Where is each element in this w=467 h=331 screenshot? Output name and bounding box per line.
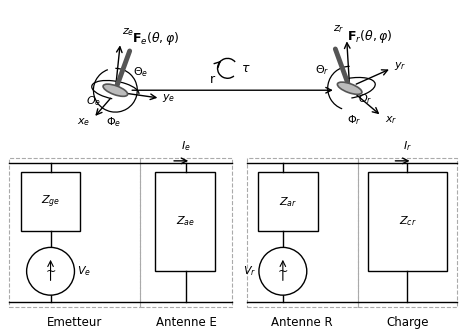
- Text: $V_e$: $V_e$: [78, 264, 92, 278]
- Text: $\Theta_e$: $\Theta_e$: [133, 66, 149, 79]
- Text: $\mathbf{F}_e(\theta,\varphi)$: $\mathbf{F}_e(\theta,\varphi)$: [132, 30, 179, 47]
- Text: ~: ~: [45, 265, 56, 278]
- Text: $y_e$: $y_e$: [162, 92, 176, 104]
- Text: $x_r$: $x_r$: [384, 114, 397, 126]
- Ellipse shape: [103, 84, 127, 96]
- Text: $I_e$: $I_e$: [181, 139, 191, 153]
- Text: $\Theta_r$: $\Theta_r$: [314, 64, 329, 77]
- Text: Antenne R: Antenne R: [271, 315, 333, 328]
- Text: $y_r$: $y_r$: [394, 60, 406, 72]
- Text: Charge: Charge: [386, 315, 429, 328]
- Circle shape: [27, 247, 74, 295]
- Text: $Z_{cr}$: $Z_{cr}$: [399, 214, 417, 228]
- Text: $Z_{ar}$: $Z_{ar}$: [279, 195, 297, 209]
- Bar: [155, 172, 215, 271]
- Text: $\mathbf{F}_r(\theta,\varphi)$: $\mathbf{F}_r(\theta,\varphi)$: [347, 28, 393, 45]
- Bar: [9, 158, 140, 307]
- Text: $\Phi_e$: $\Phi_e$: [106, 115, 121, 129]
- Bar: [368, 172, 447, 271]
- Text: $z_e$: $z_e$: [122, 27, 134, 38]
- Text: $\tau$: $\tau$: [241, 62, 251, 75]
- Bar: [21, 172, 80, 231]
- Text: $\Phi_r$: $\Phi_r$: [347, 113, 362, 127]
- Bar: [358, 158, 457, 307]
- Text: r: r: [210, 73, 215, 86]
- Text: $x_e$: $x_e$: [77, 116, 91, 128]
- Bar: [247, 158, 358, 307]
- Ellipse shape: [337, 82, 362, 94]
- Text: $O_e$: $O_e$: [86, 94, 101, 108]
- Text: $V_r$: $V_r$: [243, 264, 256, 278]
- Bar: [140, 158, 232, 307]
- Text: $Z_{ae}$: $Z_{ae}$: [176, 214, 195, 228]
- Text: $z_r$: $z_r$: [333, 23, 345, 34]
- Text: $I_r$: $I_r$: [403, 139, 412, 153]
- Bar: [258, 172, 318, 231]
- Text: $O_r$: $O_r$: [358, 92, 372, 106]
- Text: Antenne E: Antenne E: [156, 315, 217, 328]
- Circle shape: [259, 247, 307, 295]
- Text: $Z_{ge}$: $Z_{ge}$: [41, 193, 60, 210]
- Text: Emetteur: Emetteur: [47, 315, 102, 328]
- Text: ~: ~: [277, 265, 288, 278]
